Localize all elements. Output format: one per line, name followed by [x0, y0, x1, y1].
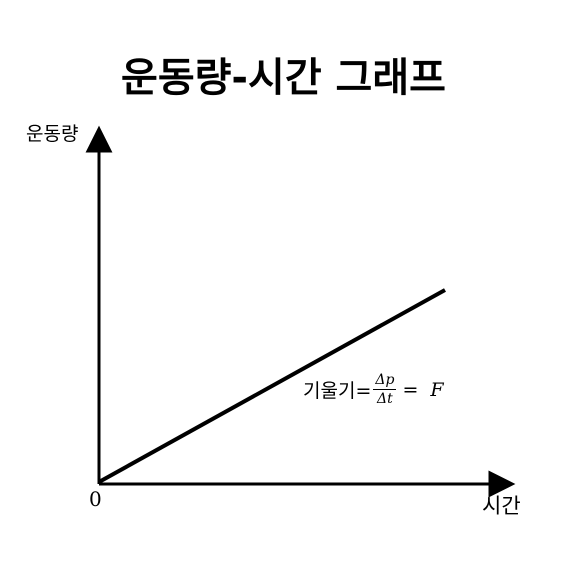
slope-prefix: 기울기= [303, 380, 372, 402]
momentum-line [98, 288, 446, 484]
y-axis-label: 운동량 [26, 123, 79, 145]
fraction-denominator: Δt [377, 391, 393, 407]
x-axis-label: 시간 [482, 494, 521, 518]
fraction-numerator: Δp [373, 372, 397, 390]
page-title: 운동량-시간 그래프 [121, 55, 446, 101]
force-symbol: F [430, 378, 444, 401]
slope-fraction: Δp Δt [373, 372, 397, 407]
origin-label: 0 [89, 487, 102, 511]
equals-sign: = [402, 378, 419, 401]
slope-result: = F [400, 379, 443, 401]
slope-annotation: 기울기= Δp Δt = F [303, 372, 444, 407]
